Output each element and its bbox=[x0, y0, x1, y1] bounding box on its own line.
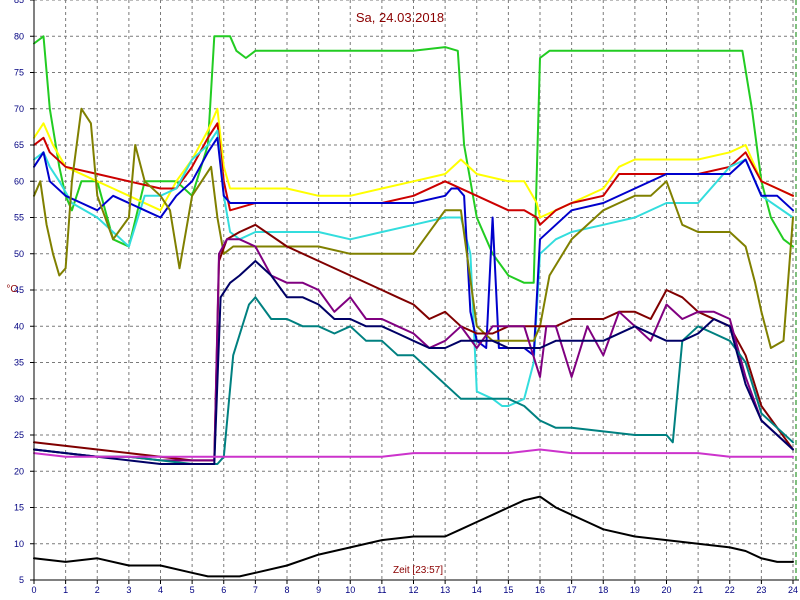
x-tick-label: 14 bbox=[472, 585, 482, 595]
series-layer bbox=[33, 35, 794, 578]
x-tick-label: 6 bbox=[221, 585, 226, 595]
x-tick-label: 2 bbox=[95, 585, 100, 595]
series-line-11 bbox=[33, 448, 794, 458]
x-tick-label: 16 bbox=[535, 585, 545, 595]
x-tick-label: 17 bbox=[567, 585, 577, 595]
x-tick-label: 22 bbox=[725, 585, 735, 595]
y-tick-label: 60 bbox=[14, 176, 24, 186]
x-tick-label: 20 bbox=[661, 585, 671, 595]
series-line-12 bbox=[33, 495, 794, 578]
y-tick-label: 40 bbox=[14, 321, 24, 331]
y-tick-label: 45 bbox=[14, 285, 24, 295]
x-tick-label: 23 bbox=[756, 585, 766, 595]
chart-title: Sa, 24.03.2018 bbox=[356, 10, 444, 25]
x-tick-label: 11 bbox=[377, 585, 386, 595]
series-line-6 bbox=[33, 107, 794, 349]
y-tick-label: 75 bbox=[14, 68, 24, 78]
x-tick-label: 12 bbox=[408, 585, 418, 595]
series-line-8 bbox=[33, 238, 794, 462]
x-tick-label: 3 bbox=[126, 585, 131, 595]
x-tick-label: 5 bbox=[190, 585, 195, 595]
x-tick-label: 7 bbox=[253, 585, 258, 595]
x-axis-label: Zeit [23:57] bbox=[393, 565, 443, 576]
x-tick-label: 1 bbox=[63, 585, 68, 595]
y-axis-label: °C bbox=[6, 284, 17, 295]
x-tick-label: 8 bbox=[284, 585, 289, 595]
y-tick-label: 30 bbox=[14, 394, 24, 404]
x-tick-label: 0 bbox=[31, 585, 36, 595]
y-tick-label: 15 bbox=[14, 503, 24, 513]
series-line-10 bbox=[33, 260, 794, 465]
y-tick-label: 5 bbox=[19, 575, 24, 585]
y-tick-label: 55 bbox=[14, 213, 24, 223]
x-tick-label: 24 bbox=[788, 585, 798, 595]
series-line-4 bbox=[33, 129, 794, 407]
y-tick-label: 70 bbox=[14, 104, 24, 114]
x-tick-label: 18 bbox=[598, 585, 608, 595]
y-tick-label: 25 bbox=[14, 430, 24, 440]
y-tick-label: 65 bbox=[14, 140, 24, 150]
y-tick-label: 80 bbox=[14, 31, 24, 41]
x-tick-label: 13 bbox=[440, 585, 450, 595]
series-line-5 bbox=[33, 136, 794, 357]
y-tick-label: 10 bbox=[14, 539, 24, 549]
series-line-9 bbox=[33, 296, 794, 465]
x-tick-label: 9 bbox=[316, 585, 321, 595]
axes bbox=[30, 0, 799, 584]
x-tick-label: 4 bbox=[158, 585, 163, 595]
y-tick-label: 85 bbox=[14, 0, 24, 5]
y-tick-label: 35 bbox=[14, 358, 24, 368]
x-tick-label: 15 bbox=[503, 585, 513, 595]
tick-labels: 0 1 2 3 4 5 6 7 8 9 10 11 12 13 14 15 16 17 18 19 20 21 22 23 24… bbox=[14, 0, 798, 595]
x-tick-label: 19 bbox=[630, 585, 640, 595]
x-tick-label: 21 bbox=[693, 585, 703, 595]
series-line-2 bbox=[33, 107, 794, 219]
x-tick-label: 10 bbox=[345, 585, 355, 595]
y-tick-label: 50 bbox=[14, 249, 24, 259]
y-tick-label: 20 bbox=[14, 466, 24, 476]
